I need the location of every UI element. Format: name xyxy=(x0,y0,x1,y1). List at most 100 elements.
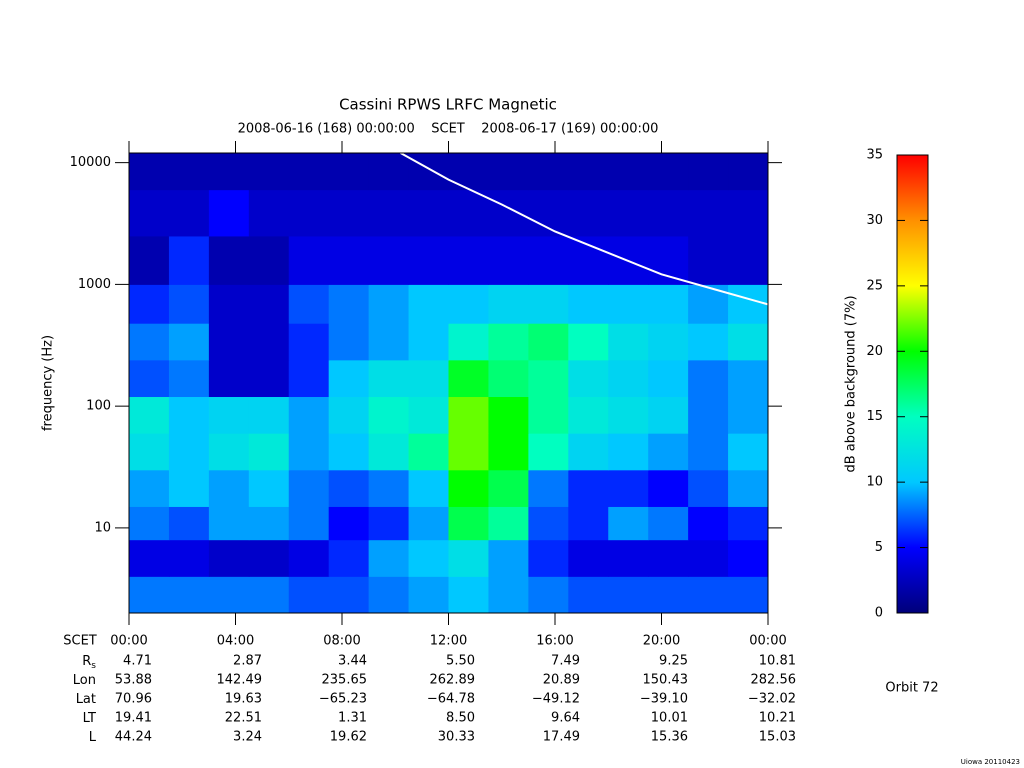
ephemeris-row-label: L xyxy=(89,730,97,745)
spectrogram-cell xyxy=(368,396,410,434)
spectrogram-cell xyxy=(488,539,529,577)
spectrogram-cell xyxy=(648,359,689,398)
colorbar-tick-label: 10 xyxy=(866,475,883,490)
spectrogram-cell xyxy=(608,396,649,434)
spectrogram-cell xyxy=(328,235,370,285)
ephemeris-value: 10.01 xyxy=(651,711,688,726)
spectrogram-cell xyxy=(408,433,449,471)
spectrogram-cell xyxy=(488,469,529,507)
spectrogram-cell xyxy=(488,396,529,434)
spectrogram-cell xyxy=(168,359,210,398)
spectrogram-cell xyxy=(448,469,489,507)
spectrogram-cell xyxy=(448,284,489,324)
spectrogram-cell xyxy=(488,189,529,237)
spectrogram-cell xyxy=(528,396,569,434)
spectrogram-cell xyxy=(728,284,769,324)
y-axis-label: frequency (Hz) xyxy=(41,335,56,431)
ephemeris-value: 142.49 xyxy=(217,673,263,688)
colorbar-tick-label: 25 xyxy=(866,278,883,293)
ephemeris-value: 262.89 xyxy=(430,673,476,688)
spectrogram-cell xyxy=(288,235,330,285)
spectrogram-cell xyxy=(488,235,529,285)
spectrogram-cell xyxy=(448,153,489,191)
spectrogram-cell xyxy=(208,539,250,577)
spectrogram-cell xyxy=(129,506,170,541)
spectrogram-cell xyxy=(408,284,449,324)
y-tick-label: 10000 xyxy=(70,155,111,170)
spectrogram-cell xyxy=(129,539,170,577)
spectrogram-cell xyxy=(328,323,370,361)
spectrogram-cell xyxy=(328,506,370,541)
spectrogram-cell xyxy=(168,153,210,191)
ephemeris-value: 17.49 xyxy=(543,730,580,745)
spectrogram-cell xyxy=(528,153,569,191)
spectrogram-cell xyxy=(368,506,410,541)
spectrogram-cell xyxy=(168,576,210,614)
ephemeris-value: −49.12 xyxy=(532,692,580,707)
spectrogram-cell xyxy=(168,469,210,507)
spectrogram-cell xyxy=(568,284,609,324)
spectrogram-cell xyxy=(248,284,290,324)
spectrogram-cell xyxy=(408,469,449,507)
spectrogram-cell xyxy=(328,576,370,614)
spectrogram-cell xyxy=(608,506,649,541)
spectrogram-cell xyxy=(688,396,729,434)
spectrogram-cell xyxy=(288,284,330,324)
spectrogram-cell xyxy=(448,576,489,614)
spectrogram-cell xyxy=(129,284,170,324)
x-tick-label: 16:00 xyxy=(536,634,573,649)
curve xyxy=(400,152,769,306)
spectrogram-cell xyxy=(129,576,170,614)
spectrogram-cell xyxy=(408,506,449,541)
spectrogram-cell xyxy=(288,433,330,471)
spectrogram-cell xyxy=(528,323,569,361)
spectrogram-cell xyxy=(608,359,649,398)
spectrogram-cell xyxy=(168,506,210,541)
spectrogram-cell xyxy=(648,433,689,471)
spectrogram-cell xyxy=(648,284,689,324)
ephemeris-value: 22.51 xyxy=(225,711,262,726)
spectrogram-cell xyxy=(208,433,250,471)
colorbar-tick-label: 5 xyxy=(875,540,883,555)
spectrogram-cell xyxy=(168,189,210,237)
spectrogram-cell xyxy=(208,323,250,361)
spectrogram-cell xyxy=(288,153,330,191)
spectrogram-cell xyxy=(328,433,370,471)
spectrogram-cell xyxy=(248,506,290,541)
spectrogram-cell xyxy=(448,189,489,237)
ephemeris-value: 4.71 xyxy=(123,654,152,669)
spectrogram-cell xyxy=(648,469,689,507)
ephemeris-row-label: LT xyxy=(83,711,96,726)
spectrogram-cell xyxy=(368,469,410,507)
spectrogram-cell xyxy=(448,396,489,434)
spectrogram-cell xyxy=(408,323,449,361)
ephemeris-value: 44.24 xyxy=(115,730,152,745)
spectrogram-cell xyxy=(488,323,529,361)
spectrogram-cell xyxy=(248,323,290,361)
spectrogram-cell xyxy=(688,576,729,614)
ephemeris-value: 7.49 xyxy=(551,654,580,669)
spectrogram-cell xyxy=(688,323,729,361)
spectrogram-cell xyxy=(528,576,569,614)
colorbar xyxy=(896,154,929,614)
spectrogram-cell xyxy=(728,433,769,471)
ephemeris-label-text: R xyxy=(82,654,91,669)
ephemeris-value: 30.33 xyxy=(438,730,475,745)
spectrogram-cell xyxy=(288,576,330,614)
spectrogram-cell xyxy=(608,323,649,361)
spectrogram-cell xyxy=(568,539,609,577)
spectrogram-cell xyxy=(728,323,769,361)
spectrogram-cell xyxy=(648,506,689,541)
spectrogram-cell xyxy=(608,576,649,614)
spectrogram-cell xyxy=(688,284,729,324)
y-tick-label: 10 xyxy=(94,520,111,535)
x-tick-label: 08:00 xyxy=(323,634,360,649)
spectrogram-cell xyxy=(368,284,410,324)
spectrogram-cell xyxy=(448,323,489,361)
spectrogram-cell xyxy=(248,433,290,471)
spectrogram-cell xyxy=(688,359,729,398)
ephemeris-value: 5.50 xyxy=(446,654,475,669)
spectrogram-cell xyxy=(328,284,370,324)
spectrogram-cell xyxy=(728,469,769,507)
spectrogram-cell xyxy=(368,153,410,191)
